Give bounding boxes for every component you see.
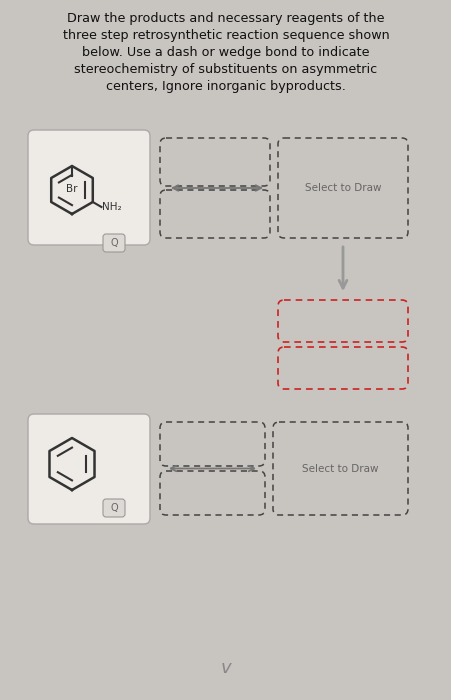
Text: Draw the products and necessary reagents of the
three step retrosynthetic reacti: Draw the products and necessary reagents… bbox=[63, 12, 388, 93]
Text: Q: Q bbox=[110, 503, 118, 513]
FancyBboxPatch shape bbox=[103, 499, 125, 517]
Text: Br: Br bbox=[66, 184, 78, 194]
FancyBboxPatch shape bbox=[28, 414, 150, 524]
FancyBboxPatch shape bbox=[103, 234, 125, 252]
Text: Q: Q bbox=[110, 238, 118, 248]
Text: Select to Draw: Select to Draw bbox=[304, 183, 380, 193]
Text: Select to Draw: Select to Draw bbox=[302, 463, 378, 473]
FancyBboxPatch shape bbox=[28, 130, 150, 245]
Text: NH₂: NH₂ bbox=[102, 202, 122, 212]
Text: v: v bbox=[220, 659, 231, 677]
